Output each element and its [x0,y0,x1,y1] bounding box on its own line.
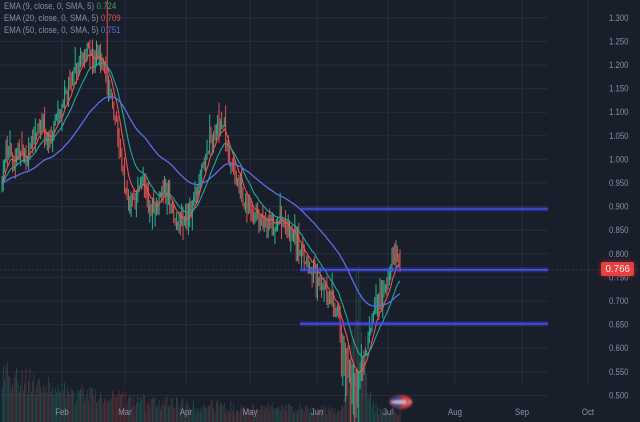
svg-text:1.000: 1.000 [609,154,629,165]
svg-text:0.550: 0.550 [609,366,629,377]
svg-text:0.700: 0.700 [609,295,629,306]
svg-text:0.950: 0.950 [609,177,629,188]
svg-text:May: May [243,406,258,417]
svg-text:0.600: 0.600 [609,343,629,354]
svg-text:1.300: 1.300 [609,12,629,23]
svg-text:1.050: 1.050 [609,130,629,141]
svg-text:1.200: 1.200 [609,59,629,70]
svg-text:Mar: Mar [118,406,132,417]
svg-text:Apr: Apr [180,406,192,417]
svg-text:1.100: 1.100 [609,107,629,118]
svg-text:0.650: 0.650 [609,319,629,330]
svg-text:Sep: Sep [515,406,529,417]
svg-text:0.800: 0.800 [609,248,629,259]
svg-text:1.150: 1.150 [609,83,629,94]
svg-text:0.900: 0.900 [609,201,629,212]
svg-text:1.250: 1.250 [609,36,629,47]
svg-text:Jun: Jun [311,406,324,417]
svg-text:Oct: Oct [582,406,595,417]
svg-text:0.500: 0.500 [609,390,629,401]
svg-text:Aug: Aug [448,406,462,417]
svg-text:Feb: Feb [55,406,69,417]
svg-text:0.850: 0.850 [609,225,629,236]
